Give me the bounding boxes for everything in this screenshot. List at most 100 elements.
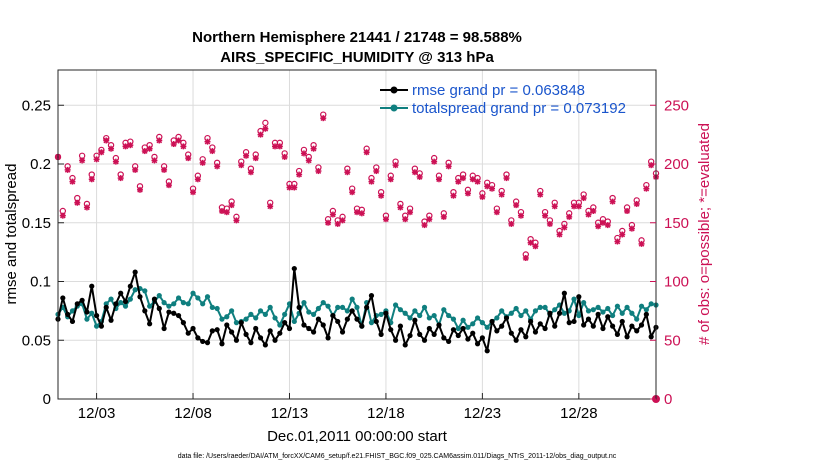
obs-evaluated-marker: [281, 153, 288, 160]
totalspread-point: [638, 303, 645, 309]
obs-evaluated-marker: [624, 208, 631, 214]
obs-evaluated-marker: [489, 185, 496, 192]
rmse-point: [93, 312, 100, 319]
totalspread-point: [195, 295, 201, 301]
x-tick-label: 12/18: [367, 405, 405, 422]
y-tick-label: 0.2: [30, 156, 51, 173]
totalspread-point: [282, 311, 288, 317]
totalspread-point: [571, 296, 577, 302]
legend-label-totalspread: totalspread grand pr = 0.073192: [412, 100, 626, 117]
rmse-point: [489, 318, 495, 325]
rmse-point: [161, 325, 167, 332]
x-tick-label: 12/08: [174, 405, 212, 422]
totalspread-point: [118, 300, 124, 306]
obs-evaluated-marker: [537, 191, 544, 198]
rmse-point: [484, 348, 490, 354]
obs-evaluated-marker: [320, 115, 327, 122]
totalspread-point: [532, 308, 539, 314]
obs-evaluated-marker: [604, 222, 611, 229]
rmse-point: [320, 322, 326, 328]
obs-evaluated-marker: [474, 178, 481, 185]
obs-evaluated-marker: [117, 175, 124, 182]
totalspread-point: [460, 317, 466, 323]
totalspread-point: [392, 302, 399, 308]
totalspread-point: [431, 312, 437, 319]
obs-evaluated-marker: [334, 220, 341, 227]
rmse-point: [229, 329, 235, 335]
rmse-point: [561, 290, 567, 296]
rmse-point: [171, 310, 177, 316]
chart-subtitle: AIRS_SPECIFIC_HUMIDITY @ 313 hPa: [220, 49, 494, 66]
rmse-point: [257, 335, 264, 341]
totalspread-point: [214, 305, 220, 312]
ticks: 0 0.05 0.1 0.15 0.2 0.25 0 50 100 150 200 250 12/03 1…: [22, 97, 689, 422]
rmse-point: [151, 296, 158, 302]
rmse-point: [147, 321, 153, 327]
obs-evaluated-marker: [508, 220, 515, 227]
rmse-point: [277, 330, 283, 336]
totalspread-point: [267, 304, 273, 310]
obs-evaluated-marker: [146, 145, 153, 152]
obs-evaluated-marker: [257, 131, 264, 138]
obs-evaluated-marker: [103, 137, 110, 144]
rmse-point: [392, 337, 399, 343]
y-right-tick-label: 0: [664, 391, 672, 408]
rmse-point: [214, 327, 220, 333]
totalspread-point: [494, 315, 500, 321]
rmse-point: [180, 320, 186, 326]
obs-evaluated-marker: [199, 159, 206, 166]
obs-evaluated-marker: [643, 185, 650, 192]
rmse-point: [335, 318, 341, 325]
rmse-point: [470, 330, 476, 336]
totalspread-point: [523, 308, 529, 314]
totalspread-point: [277, 322, 283, 328]
totalspread-point: [108, 296, 114, 302]
totalspread-point: [470, 321, 476, 327]
totalspread-point: [253, 315, 259, 321]
legend: rmse grand pr = 0.063848 totalspread gra…: [380, 82, 626, 117]
totalspread-point: [335, 304, 341, 310]
totalspread-point: [542, 304, 548, 310]
obs-evaluated-marker: [595, 223, 602, 230]
obs-possible-marker: [262, 119, 269, 127]
plot-frame: [57, 69, 657, 400]
totalspread-point: [185, 301, 191, 307]
obs-evaluated-marker: [387, 176, 394, 183]
totalspread-point: [455, 325, 461, 332]
rmse-point: [339, 329, 346, 335]
totalspread-point: [407, 315, 413, 321]
totalspread-point: [397, 307, 404, 313]
rmse-point: [542, 325, 548, 332]
rmse-point: [383, 310, 389, 316]
rmse-point: [368, 293, 375, 299]
rmse-point: [272, 337, 278, 343]
obs-evaluated-marker: [527, 239, 534, 246]
obs-evaluated-marker: [397, 204, 404, 211]
rmse-point: [571, 318, 577, 325]
obs-evaluated-marker: [455, 178, 462, 185]
totalspread-point: [127, 296, 133, 302]
totalspread-point: [585, 308, 592, 314]
rmse-point: [585, 316, 592, 322]
totalspread-point: [171, 301, 177, 307]
rmse-point: [600, 325, 606, 332]
footnote: data file: /Users/raeder/DAI/ATM_forcXX/…: [178, 453, 617, 460]
totalspread-point: [634, 316, 640, 322]
rmse-point: [431, 331, 437, 337]
x-tick-label: 12/03: [78, 405, 116, 422]
rmse-point: [629, 323, 635, 329]
rmse-point: [209, 328, 215, 334]
obs-evaluated-marker: [180, 143, 187, 150]
rmse-point: [552, 323, 558, 329]
rmse-point: [523, 334, 529, 340]
rmse-point: [89, 283, 95, 289]
rmse-point: [238, 320, 244, 326]
totalspread-point: [484, 324, 490, 330]
totalspread-point: [224, 314, 230, 320]
y-tick-label: 0.1: [30, 274, 51, 291]
totalspread-point: [590, 307, 596, 313]
totalspread-point: [648, 301, 654, 307]
y-tick-label: 0.25: [22, 97, 51, 114]
rmse-point: [648, 334, 654, 340]
